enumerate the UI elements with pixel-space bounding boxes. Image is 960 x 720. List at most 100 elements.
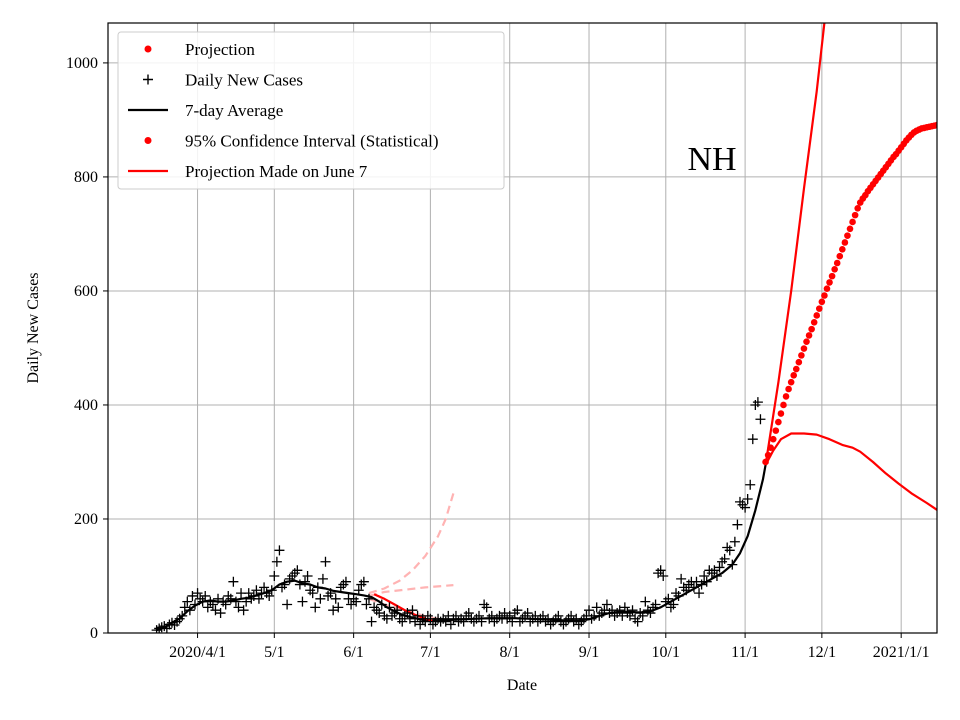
data-point	[374, 608, 385, 619]
x-tick-label: 9/1	[579, 644, 599, 661]
data-point	[189, 599, 200, 610]
data-point	[307, 588, 318, 599]
data-point	[312, 582, 323, 593]
projection-point	[841, 239, 849, 246]
projection-point	[851, 211, 859, 219]
data-point	[259, 582, 270, 593]
series-projection	[762, 121, 937, 466]
data-point	[663, 593, 674, 604]
legend-entry: 7-day Average	[128, 101, 283, 120]
y-axis: 0 200 400 600 800 1000	[66, 55, 108, 642]
data-point	[627, 605, 638, 616]
projection-point	[795, 358, 803, 366]
data-point	[709, 565, 720, 576]
x-tick-label: 7/1	[420, 644, 440, 661]
data-point	[420, 616, 431, 627]
projection-point	[803, 338, 810, 345]
data-point	[366, 616, 377, 627]
data-point	[445, 619, 456, 630]
data-point	[591, 602, 602, 613]
legend: Projection Daily New Cases 7-day Average 95…	[117, 31, 505, 190]
data-point	[512, 605, 523, 616]
data-point	[182, 596, 193, 607]
data-point	[655, 565, 666, 576]
data-point	[397, 616, 408, 627]
data-point	[228, 576, 239, 587]
legend-label: 95% Confidence Interval (Statistical)	[185, 132, 439, 151]
data-point	[458, 616, 469, 627]
data-point	[384, 602, 395, 613]
data-point	[699, 570, 710, 581]
x-axis-label: Date	[507, 677, 537, 694]
data-point	[691, 576, 702, 587]
projection-point	[831, 265, 838, 273]
data-point	[253, 593, 264, 604]
projection-point	[818, 298, 826, 306]
data-point	[476, 616, 487, 627]
series-projection-made-on-june-7-upper	[368, 492, 455, 595]
data-point	[320, 556, 331, 567]
projection-point	[798, 352, 805, 359]
projection-point	[821, 292, 828, 299]
y-tick-label: 200	[74, 511, 98, 528]
data-point	[450, 610, 461, 621]
data-point	[340, 576, 351, 587]
data-point	[159, 621, 170, 632]
series-95-ci-upper	[764, 23, 826, 465]
projection-point	[777, 410, 785, 417]
plot-frame	[107, 22, 938, 634]
state-label: NH	[687, 141, 736, 178]
data-point	[238, 605, 249, 616]
legend-plus-icon	[143, 74, 153, 85]
data-point	[381, 613, 392, 624]
data-point	[243, 588, 254, 599]
data-point	[269, 570, 280, 581]
data-point	[752, 397, 763, 408]
data-point	[694, 588, 705, 599]
projection-point	[813, 312, 821, 319]
data-point	[553, 610, 564, 621]
data-point	[292, 565, 303, 576]
data-point	[499, 608, 510, 619]
data-point	[363, 593, 374, 604]
projection-point	[775, 418, 782, 426]
x-tick-label: 8/1	[499, 644, 519, 661]
data-point	[407, 605, 418, 616]
data-point	[688, 582, 699, 593]
data-point	[156, 622, 167, 633]
data-point	[233, 602, 244, 613]
data-point	[358, 576, 369, 587]
data-point	[740, 502, 751, 513]
projection-point	[844, 232, 851, 239]
data-point	[637, 610, 648, 621]
data-point	[645, 608, 656, 619]
projection-point	[826, 279, 833, 286]
projection-point	[839, 246, 846, 253]
data-point	[481, 602, 492, 613]
legend-box	[117, 31, 505, 190]
data-point	[404, 613, 415, 624]
legend-label: Daily New Cases	[185, 71, 303, 90]
x-tick-label: 2021/1/1	[873, 644, 930, 661]
x-tick-label: 10/1	[652, 644, 680, 661]
projection-point	[764, 451, 772, 459]
data-point	[317, 573, 328, 584]
data-point	[192, 588, 203, 599]
data-point	[297, 596, 308, 607]
data-point	[719, 553, 730, 564]
projection-point	[792, 365, 800, 373]
data-point	[601, 599, 612, 610]
data-point	[264, 590, 275, 601]
data-point	[742, 494, 753, 505]
data-point	[328, 605, 339, 616]
data-point	[676, 573, 687, 584]
data-point	[410, 616, 421, 627]
data-point	[673, 590, 684, 601]
data-point	[294, 579, 305, 590]
projection-point	[808, 325, 815, 333]
data-point	[220, 599, 231, 610]
data-point	[392, 605, 403, 616]
legend-label: Projection Made on June 7	[185, 162, 368, 181]
data-point	[668, 599, 679, 610]
